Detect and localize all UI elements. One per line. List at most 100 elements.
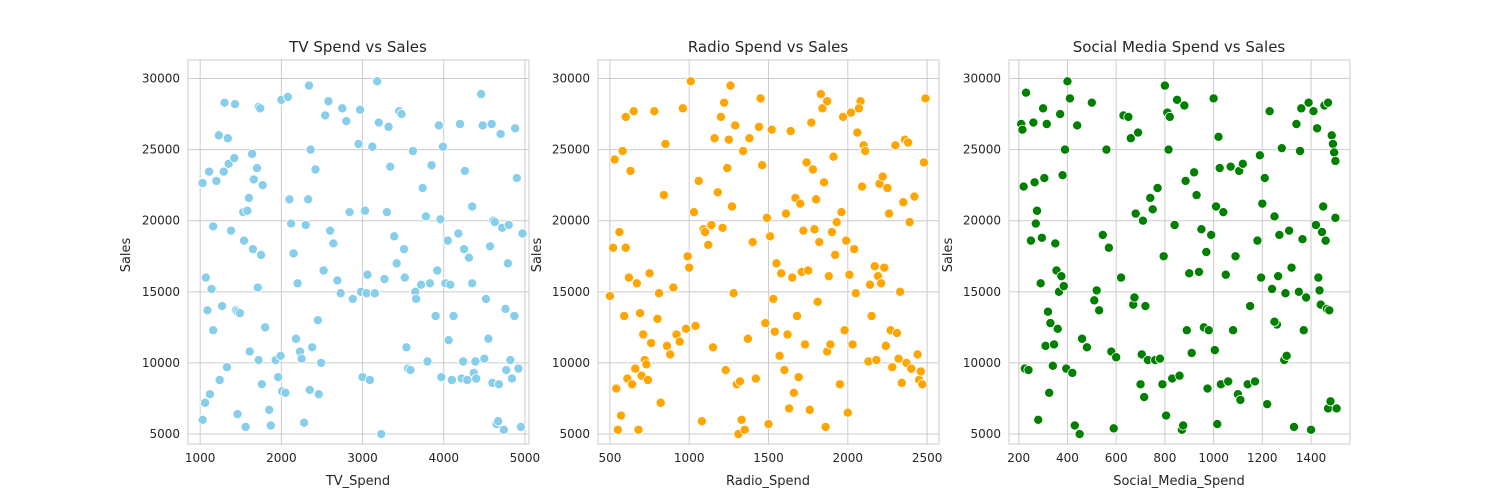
scatter-point: [1262, 399, 1273, 410]
scatter-point: [1017, 124, 1028, 135]
scatter-point: [1049, 339, 1060, 350]
scatter-point: [1276, 143, 1287, 154]
scatter-point: [359, 205, 370, 216]
scatter-point: [784, 403, 795, 414]
scatter-point: [477, 120, 488, 131]
scatter-point: [1281, 350, 1292, 361]
scatter-point: [509, 310, 520, 321]
y-tick-label: 25000: [552, 143, 590, 157]
scatter-point: [204, 389, 215, 400]
scatter-point: [312, 315, 323, 326]
scatter-point: [1081, 342, 1092, 353]
scatter-point: [288, 248, 299, 259]
scatter-point: [1212, 419, 1223, 430]
scatter-point: [1036, 232, 1047, 243]
scatter-point: [665, 349, 676, 360]
scatter-point: [467, 201, 478, 212]
scatter-point: [1021, 87, 1032, 98]
scatter-point: [255, 103, 266, 114]
scatter-point: [247, 244, 258, 255]
scatter-point: [463, 252, 474, 263]
scatter-point: [1308, 106, 1319, 117]
x-tick-label: 800: [1153, 451, 1176, 465]
scatter-point: [1103, 242, 1114, 253]
scatter-point: [768, 293, 779, 304]
scatter-point: [917, 379, 928, 390]
scatter-point: [730, 120, 741, 131]
scatter-point: [1245, 301, 1256, 312]
scatter-point: [1179, 100, 1190, 111]
scatter-point: [372, 76, 383, 87]
scatter-point: [383, 121, 394, 132]
y-tick-label: 15000: [552, 285, 590, 299]
scatter-point: [369, 288, 380, 299]
scatter-point: [257, 180, 268, 191]
scatter-point: [213, 130, 224, 141]
scatter-point: [684, 262, 695, 273]
scatter-point: [411, 293, 422, 304]
x-axis-label: TV_Spend: [325, 474, 390, 489]
scatter-point: [1174, 370, 1185, 381]
scatter-point: [615, 410, 626, 421]
scatter-point: [1064, 93, 1075, 104]
scatter-point: [1091, 285, 1102, 296]
scatter-point: [1314, 285, 1325, 296]
scatter-point: [442, 235, 453, 246]
scatter-point: [1211, 201, 1222, 212]
scatter-point: [218, 166, 229, 177]
scatter-point: [1041, 119, 1052, 130]
scatter-point: [763, 419, 774, 430]
x-axis-label: Social_Media_Spend: [1113, 474, 1245, 489]
scatter-point: [1209, 345, 1220, 356]
scatter-point: [817, 103, 828, 114]
scatter-point: [232, 409, 243, 420]
x-tick-label: 400: [1056, 451, 1079, 465]
scatter-point: [712, 187, 723, 198]
scatter-point: [1225, 161, 1236, 172]
scatter-point: [1077, 333, 1088, 344]
scatter-point: [880, 340, 891, 351]
scatter-point: [1094, 305, 1105, 316]
scatter-point: [812, 296, 823, 307]
scatter-point: [1267, 283, 1278, 294]
scatter-point: [755, 93, 766, 104]
scatter-point: [819, 177, 830, 188]
scatter-point: [627, 379, 638, 390]
scatter-point: [234, 308, 245, 319]
scatter-point: [795, 198, 806, 209]
scatter-point: [1257, 198, 1268, 209]
scatter-point: [620, 111, 631, 122]
scatter-point: [869, 261, 880, 272]
scatter-point: [1028, 117, 1039, 128]
scatter-point: [1040, 340, 1051, 351]
scatter-point: [493, 379, 504, 390]
scatter-point: [635, 308, 646, 319]
scatter-point: [243, 192, 254, 203]
x-tick-label: 5000: [510, 451, 541, 465]
scatter-point: [1062, 76, 1073, 87]
scatter-point: [1032, 205, 1043, 216]
scatter-point: [720, 365, 731, 376]
scatter-point: [700, 227, 711, 238]
scatter-point: [717, 222, 728, 233]
scatter-point: [292, 278, 303, 289]
scatter-point: [852, 127, 863, 138]
x-tick-label: 600: [1105, 451, 1128, 465]
scatter-point: [641, 359, 652, 370]
scatter-point: [681, 323, 692, 334]
scatter-point: [433, 120, 444, 131]
scatter-point: [1235, 394, 1246, 405]
scatter-point: [1250, 376, 1261, 387]
scatter-point: [831, 217, 842, 228]
scatter-point: [723, 134, 734, 145]
scatter-point: [806, 117, 817, 128]
scatter-point: [839, 325, 850, 336]
scatter-point: [1284, 225, 1295, 236]
scatter-point: [305, 144, 316, 155]
scatter-point: [417, 182, 428, 193]
scatter-point: [286, 218, 297, 229]
y-tick-label: 30000: [552, 71, 590, 85]
scatter-point: [217, 301, 228, 312]
scatter-point: [328, 238, 339, 249]
scatter-point: [1025, 235, 1036, 246]
